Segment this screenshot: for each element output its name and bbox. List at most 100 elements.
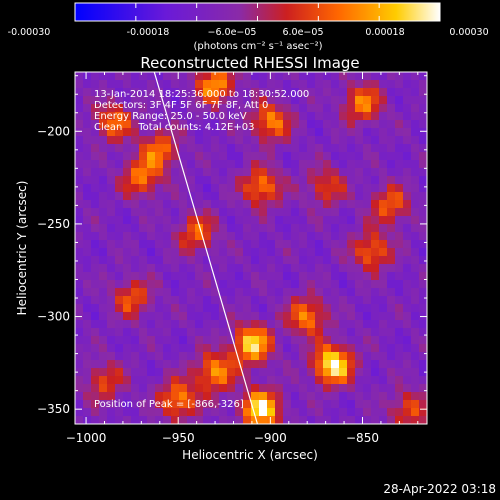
heatmap-cell bbox=[403, 128, 412, 137]
heatmap-cell bbox=[147, 256, 156, 265]
heatmap-cell bbox=[91, 224, 100, 233]
heatmap-cell bbox=[363, 296, 372, 305]
heatmap-cell bbox=[115, 400, 124, 409]
heatmap-cell bbox=[387, 384, 396, 393]
heatmap-cell bbox=[347, 400, 356, 409]
heatmap-cell bbox=[411, 416, 420, 424]
heatmap-cell bbox=[195, 400, 204, 409]
heatmap-cell bbox=[387, 264, 396, 273]
heatmap-cell bbox=[323, 152, 332, 161]
heatmap-cell bbox=[387, 272, 396, 281]
heatmap-cell bbox=[147, 128, 156, 137]
heatmap-cell bbox=[99, 264, 108, 273]
heatmap-cell bbox=[83, 232, 92, 241]
heatmap-cell bbox=[123, 288, 132, 297]
heatmap-cell bbox=[131, 288, 140, 297]
heatmap-cell bbox=[355, 136, 364, 145]
heatmap-cell bbox=[203, 96, 212, 105]
heatmap-cell bbox=[139, 144, 148, 153]
heatmap-cell bbox=[307, 152, 316, 161]
heatmap-cell bbox=[347, 168, 356, 177]
heatmap-cell bbox=[123, 136, 132, 145]
heatmap-cell bbox=[219, 272, 228, 281]
heatmap-cell bbox=[371, 72, 380, 81]
heatmap-cell bbox=[387, 72, 396, 81]
heatmap-cell bbox=[235, 400, 244, 409]
heatmap-cell bbox=[307, 320, 316, 329]
heatmap-cell bbox=[387, 376, 396, 385]
heatmap-cell bbox=[371, 80, 380, 89]
heatmap-cell bbox=[267, 136, 276, 145]
heatmap-cell bbox=[379, 232, 388, 241]
heatmap-cell bbox=[275, 296, 284, 305]
heatmap-cell bbox=[323, 192, 332, 201]
heatmap-cell bbox=[371, 192, 380, 201]
heatmap-cell bbox=[323, 344, 332, 353]
heatmap-cell bbox=[339, 400, 348, 409]
heatmap-cell bbox=[227, 304, 236, 313]
heatmap-cell bbox=[331, 192, 340, 201]
heatmap-cell bbox=[227, 232, 236, 241]
heatmap-cell bbox=[99, 72, 108, 81]
heatmap-cell bbox=[275, 208, 284, 217]
heatmap-cell bbox=[115, 88, 124, 97]
heatmap-cell bbox=[107, 176, 116, 185]
heatmap-cell bbox=[419, 136, 427, 145]
heatmap-cell bbox=[387, 160, 396, 169]
heatmap-cell bbox=[163, 128, 172, 137]
heatmap-cell bbox=[331, 176, 340, 185]
heatmap-cell bbox=[339, 120, 348, 129]
heatmap-cell bbox=[259, 320, 268, 329]
heatmap-cell bbox=[323, 304, 332, 313]
heatmap-cell bbox=[299, 280, 308, 289]
heatmap-cell bbox=[331, 144, 340, 153]
heatmap-cell bbox=[91, 360, 100, 369]
heatmap-cell bbox=[163, 120, 172, 129]
heatmap-cell bbox=[363, 184, 372, 193]
heatmap-cell bbox=[411, 288, 420, 297]
heatmap-cell bbox=[299, 304, 308, 313]
heatmap-cell bbox=[323, 248, 332, 257]
heatmap-cell bbox=[235, 280, 244, 289]
heatmap-cell bbox=[99, 392, 108, 401]
info-detectors: Detectors: 3F 4F 5F 6F 7F 8F, Att 0 bbox=[94, 100, 268, 111]
heatmap-cell bbox=[179, 376, 188, 385]
heatmap-cell bbox=[91, 152, 100, 161]
heatmap-cell bbox=[115, 216, 124, 225]
heatmap-cell bbox=[267, 184, 276, 193]
heatmap-cell bbox=[211, 200, 220, 209]
heatmap-cell bbox=[139, 304, 148, 313]
heatmap-cell bbox=[171, 272, 180, 281]
heatmap-cell bbox=[91, 72, 100, 81]
heatmap-cell bbox=[419, 96, 427, 105]
heatmap-cell bbox=[83, 152, 92, 161]
heatmap-cell bbox=[235, 80, 244, 89]
heatmap-cell bbox=[131, 160, 140, 169]
heatmap-cell bbox=[379, 312, 388, 321]
heatmap-cell bbox=[227, 312, 236, 321]
heatmap-cell bbox=[339, 368, 348, 377]
heatmap-cell bbox=[299, 80, 308, 89]
heatmap-cell bbox=[395, 352, 404, 361]
heatmap-cell bbox=[115, 200, 124, 209]
heatmap-cell bbox=[379, 272, 388, 281]
heatmap-cell bbox=[115, 120, 124, 129]
heatmap-cell bbox=[419, 176, 427, 185]
heatmap-cell bbox=[283, 112, 292, 121]
heatmap-cell bbox=[203, 368, 212, 377]
heatmap-cell bbox=[315, 344, 324, 353]
heatmap-cell bbox=[179, 104, 188, 113]
heatmap-cell bbox=[195, 248, 204, 257]
heatmap-cell bbox=[211, 208, 220, 217]
heatmap-cell bbox=[339, 408, 348, 417]
heatmap-cell bbox=[75, 168, 84, 177]
heatmap-cell bbox=[211, 136, 220, 145]
heatmap-cell bbox=[283, 80, 292, 89]
heatmap-cell bbox=[187, 344, 196, 353]
heatmap-cell bbox=[251, 120, 260, 129]
heatmap-cell bbox=[211, 296, 220, 305]
heatmap-cell bbox=[171, 200, 180, 209]
heatmap-cell bbox=[387, 168, 396, 177]
heatmap-cell bbox=[283, 400, 292, 409]
heatmap-cell bbox=[171, 376, 180, 385]
